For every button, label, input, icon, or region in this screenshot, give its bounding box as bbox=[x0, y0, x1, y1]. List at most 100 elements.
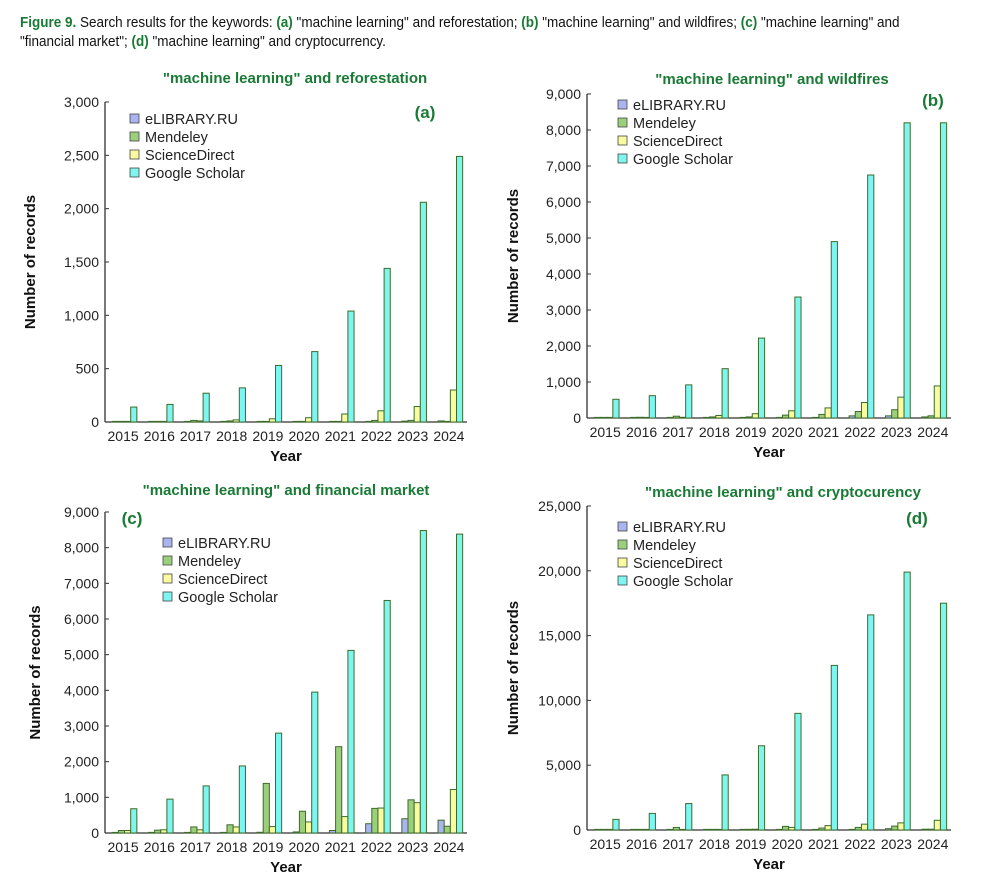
panel-label: (b) bbox=[922, 91, 944, 110]
y-tick-label: 25,000 bbox=[538, 498, 581, 514]
bar-google-scholar-2022 bbox=[383, 267, 391, 423]
bar-google-scholar-2024 bbox=[939, 602, 948, 831]
bar-google-scholar-2018 bbox=[721, 368, 729, 419]
bar-elibrary-ru-2020 bbox=[775, 828, 783, 831]
bar-sciencedirect-2020 bbox=[305, 821, 313, 834]
y-tick-label: 3,000 bbox=[64, 718, 99, 734]
legend-entry: Mendeley bbox=[633, 116, 697, 132]
y-tick-label: 20,000 bbox=[538, 563, 581, 579]
caption-b-text: "machine learning" and wildfires; bbox=[538, 15, 741, 31]
y-tick-label: 5,000 bbox=[64, 647, 99, 663]
legend-entry: ScienceDirect bbox=[145, 148, 234, 164]
x-tick-label: 2015 bbox=[108, 428, 139, 444]
caption-d-text: "machine learning" and cryptocurrency. bbox=[148, 34, 386, 50]
bar-elibrary-ru-2021 bbox=[328, 830, 337, 834]
bar-google-scholar-2019 bbox=[275, 732, 283, 834]
y-tick-label: 9,000 bbox=[64, 504, 99, 520]
legend-entry: eLIBRARY.RU bbox=[633, 520, 726, 536]
y-tick-label: 8,000 bbox=[546, 122, 581, 138]
y-tick-label: 2,000 bbox=[64, 201, 99, 217]
y-tick-label: 0 bbox=[91, 414, 99, 430]
bar-mendeley-2017 bbox=[190, 826, 198, 834]
caption-intro: Search results for the keywords: bbox=[76, 15, 277, 31]
bar-sciencedirect-2016 bbox=[160, 829, 168, 834]
bar-google-scholar-2022 bbox=[383, 599, 391, 834]
x-tick-label: 2020 bbox=[289, 428, 320, 444]
x-tick-label: 2022 bbox=[844, 836, 875, 852]
bar-sciencedirect-2018 bbox=[715, 414, 723, 419]
bar-sciencedirect-2015 bbox=[606, 416, 614, 419]
bar-google-scholar-2020 bbox=[794, 296, 802, 419]
bar-google-scholar-2016 bbox=[648, 812, 656, 831]
legend-swatch bbox=[617, 153, 628, 164]
bar-elibrary-ru-2016 bbox=[147, 420, 156, 423]
legend-swatch bbox=[617, 539, 628, 550]
bar-sciencedirect-2017 bbox=[196, 829, 204, 834]
bar-mendeley-2019 bbox=[745, 416, 753, 419]
legend-swatch bbox=[129, 113, 140, 124]
bar-elibrary-ru-2017 bbox=[184, 831, 192, 834]
legend-swatch bbox=[162, 591, 173, 602]
bar-google-scholar-2020 bbox=[794, 712, 802, 831]
bar-sciencedirect-2019 bbox=[751, 828, 759, 831]
x-tick-label: 2018 bbox=[216, 839, 247, 855]
x-tick-label: 2017 bbox=[662, 836, 693, 852]
bar-elibrary-ru-2019 bbox=[256, 420, 264, 423]
y-tick-label: 2,500 bbox=[64, 147, 99, 163]
bar-mendeley-2023 bbox=[407, 419, 415, 423]
y-tick-label: 5,000 bbox=[546, 230, 581, 246]
legend-swatch bbox=[617, 521, 628, 532]
bar-elibrary-ru-2024 bbox=[437, 420, 445, 423]
bar-elibrary-ru-2018 bbox=[220, 420, 228, 423]
bar-google-scholar-2016 bbox=[648, 395, 656, 419]
x-tick-label: 2020 bbox=[289, 839, 320, 855]
y-axis-label: Number of records bbox=[505, 189, 522, 323]
legend-swatch bbox=[617, 557, 628, 568]
bar-sciencedirect-2020 bbox=[788, 410, 796, 419]
y-tick-label: 4,000 bbox=[64, 682, 99, 698]
bar-google-scholar-2017 bbox=[202, 785, 210, 834]
y-tick-label: 0 bbox=[91, 825, 99, 841]
bar-mendeley-2019 bbox=[262, 782, 270, 834]
bar-sciencedirect-2018 bbox=[232, 419, 240, 423]
bar-google-scholar-2023 bbox=[903, 571, 911, 831]
caption-d-label: (d) bbox=[131, 34, 149, 50]
legend-entry: Mendeley bbox=[145, 130, 209, 146]
x-tick-label: 2021 bbox=[325, 428, 356, 444]
bar-sciencedirect-2023 bbox=[413, 802, 421, 834]
bar-elibrary-ru-2023 bbox=[401, 420, 409, 423]
x-tick-label: 2024 bbox=[917, 836, 948, 852]
y-tick-label: 3,000 bbox=[64, 94, 99, 110]
legend-swatch bbox=[162, 555, 173, 566]
bar-sciencedirect-2022 bbox=[860, 823, 869, 831]
bar-google-scholar-2019 bbox=[275, 364, 283, 423]
bar-elibrary-ru-2017 bbox=[666, 416, 674, 419]
bar-sciencedirect-2019 bbox=[268, 826, 277, 834]
y-tick-label: 1,000 bbox=[546, 374, 581, 390]
x-tick-label: 2015 bbox=[590, 424, 621, 440]
bar-google-scholar-2019 bbox=[757, 745, 766, 831]
bar-mendeley-2017 bbox=[672, 826, 680, 831]
y-tick-label: 2,000 bbox=[546, 338, 581, 354]
bar-sciencedirect-2017 bbox=[678, 828, 687, 831]
bar-mendeley-2016 bbox=[154, 829, 162, 834]
bar-elibrary-ru-2020 bbox=[292, 420, 300, 423]
x-tick-label: 2015 bbox=[108, 839, 139, 855]
bar-google-scholar-2015 bbox=[612, 818, 620, 831]
bar-sciencedirect-2016 bbox=[642, 828, 650, 831]
panel-label: (a) bbox=[415, 103, 436, 122]
bar-mendeley-2024 bbox=[443, 825, 451, 834]
bar-elibrary-ru-2024 bbox=[437, 819, 445, 834]
bar-sciencedirect-2015 bbox=[124, 830, 132, 834]
figure-label: Figure 9. bbox=[20, 15, 77, 31]
x-tick-label: 2019 bbox=[252, 839, 283, 855]
bar-elibrary-ru-2020 bbox=[292, 831, 300, 834]
figure-caption: Figure 9. Search results for the keyword… bbox=[20, 14, 913, 52]
legend-swatch bbox=[162, 537, 173, 548]
bar-google-scholar-2017 bbox=[685, 384, 693, 419]
bar-sciencedirect-2021 bbox=[341, 413, 349, 423]
chart-svg: "machine learning" and cryptocurency (d) 0… bbox=[505, 484, 951, 873]
bar-elibrary-ru-2019 bbox=[739, 416, 747, 419]
x-tick-label: 2024 bbox=[433, 428, 464, 444]
legend-swatch bbox=[162, 573, 173, 584]
